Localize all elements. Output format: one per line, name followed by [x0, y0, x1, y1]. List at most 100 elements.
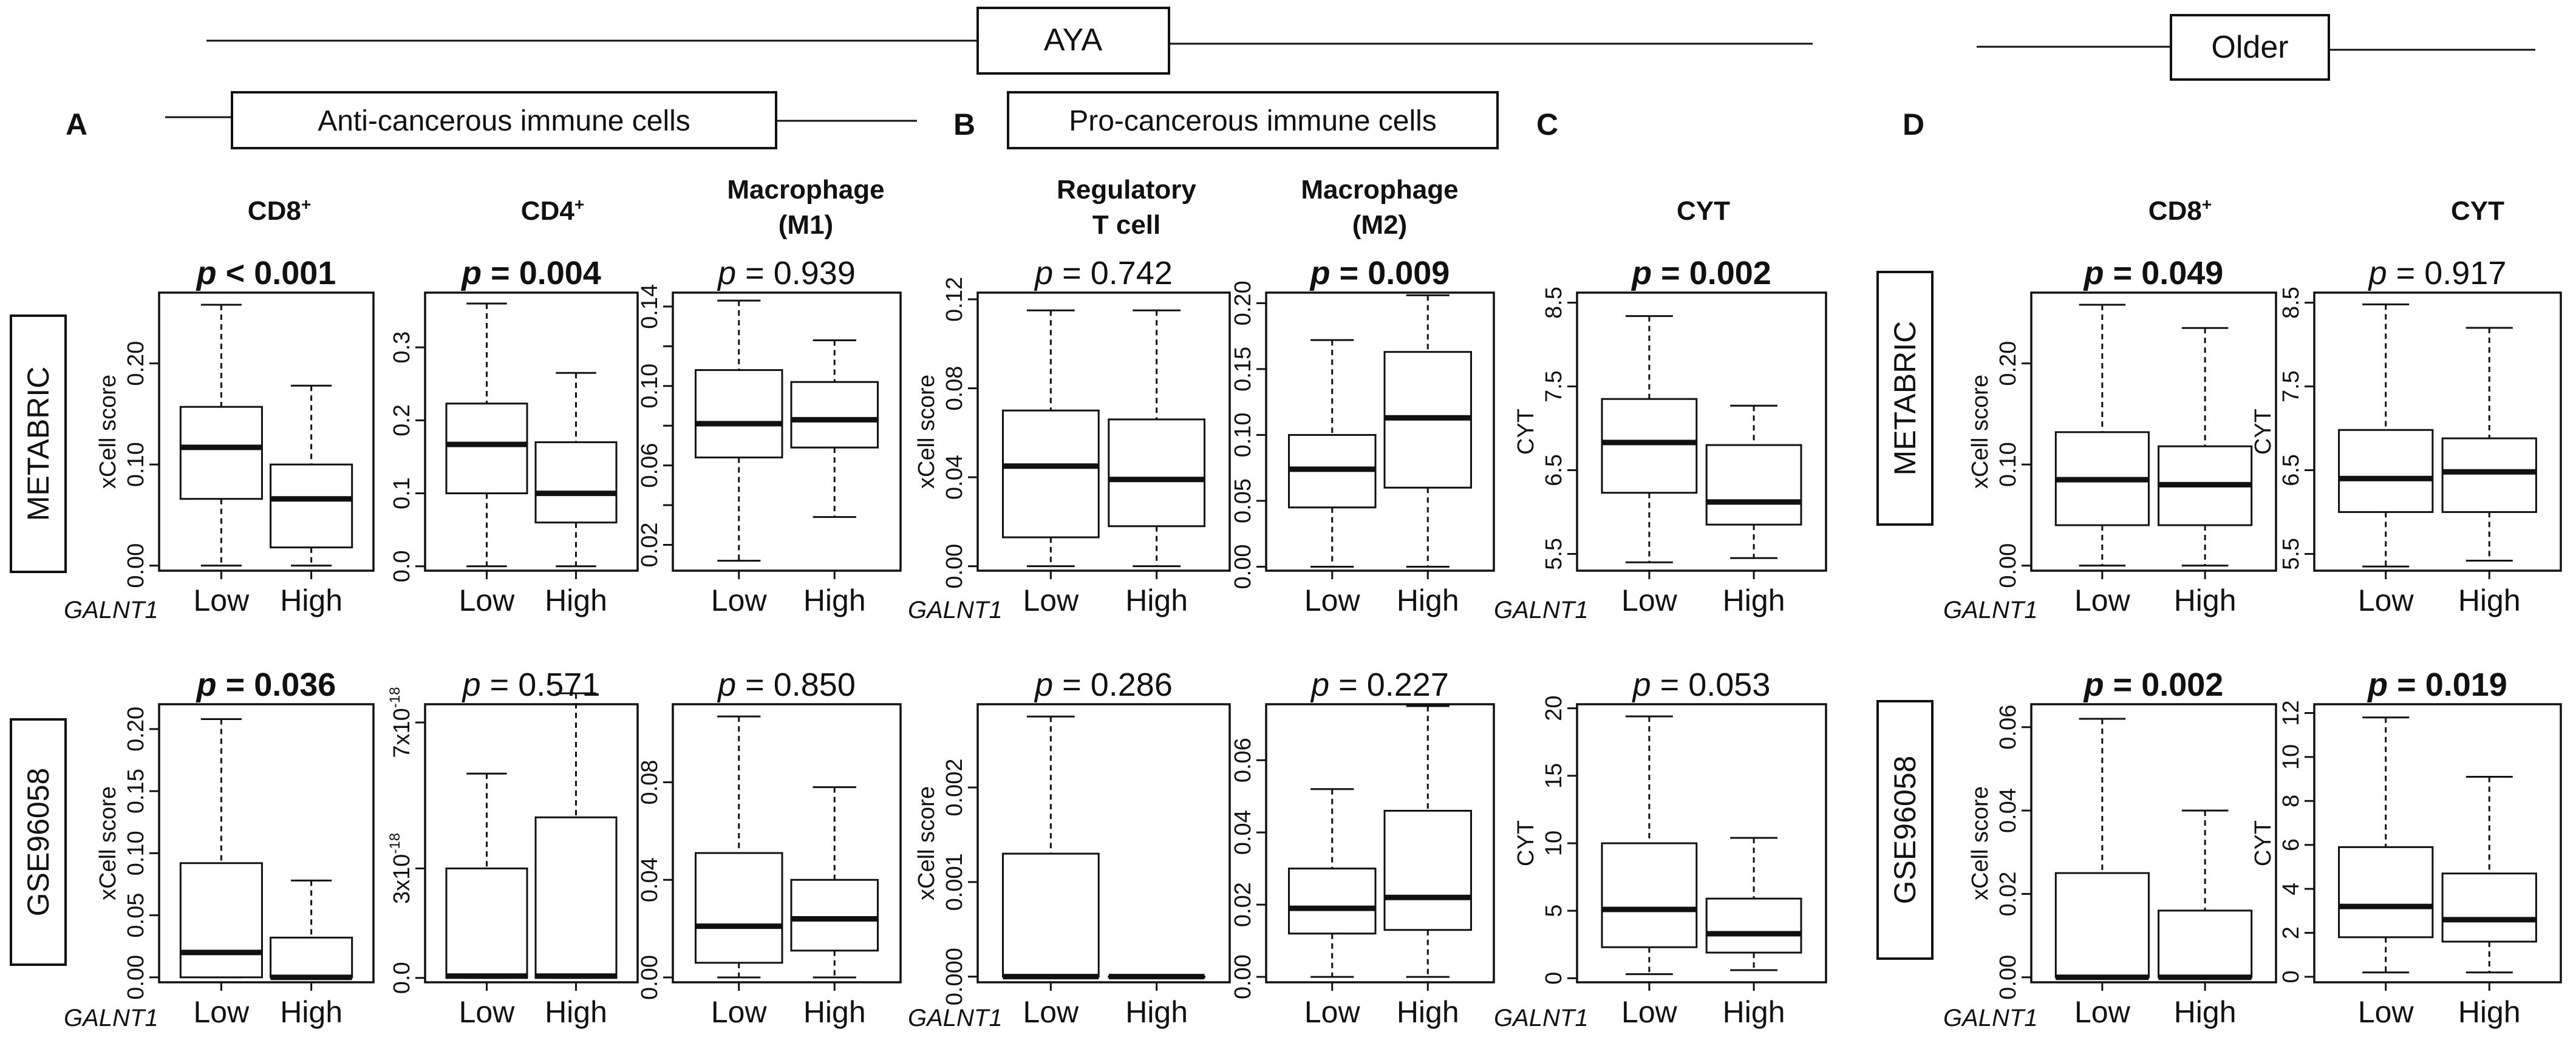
y-tick-label: 0.00: [1230, 545, 1256, 589]
y-tick-label: 2: [2278, 926, 2304, 939]
panel-frame: [1265, 291, 1495, 572]
y-tick-label: 8.5: [1541, 287, 1567, 319]
x-tick-label: High: [545, 995, 607, 1029]
gene-label-d-bottom: GALNT1: [1943, 1005, 2038, 1031]
y-tick-label: 6: [2278, 838, 2304, 851]
y-tick-label: 0.1: [389, 477, 415, 509]
x-tick-label: High: [1723, 583, 1785, 617]
box-high: [1108, 309, 1206, 568]
col-title-m2-line2: (M2): [1352, 210, 1407, 240]
x-tick-label: Low: [459, 583, 516, 617]
y-tick-label: 20: [1541, 696, 1567, 721]
box-iqr: [2441, 872, 2537, 943]
y-tick-label: 0.04: [1995, 788, 2021, 833]
panel-aya_gse_m2: p = 0.227 0.00 0.02 0.04 0.06 Low High: [1230, 667, 1495, 1029]
box-low: [2338, 303, 2434, 568]
y-tick-label: 0.06: [1230, 738, 1256, 783]
x-tick-label: High: [803, 583, 866, 617]
box-iqr: [2158, 909, 2253, 979]
box-low: [1601, 715, 1698, 976]
col-title-cd8-older: CD8+: [2148, 195, 2212, 226]
row-label-gse-older-text: GSE96058: [1888, 756, 1922, 905]
gene-label-a-bottom: GALNT1: [64, 1005, 158, 1031]
p-value-label: p = 0.850: [717, 667, 856, 703]
y-axis-label: xCell score: [1968, 786, 1993, 900]
panel-aya_metabric_cd4: p = 0.004 0.0 0.1 0.2 0.3 Low High: [389, 255, 639, 617]
y-tick-label: 0: [1541, 972, 1567, 985]
y-tick-label: 0.00: [1995, 543, 2021, 588]
box-low: [179, 718, 263, 979]
p-value-label: p = 0.009: [1309, 255, 1450, 291]
p-value-label: p = 0.286: [1034, 667, 1173, 703]
y-tick-label: 0.15: [123, 769, 149, 814]
box-high: [1383, 294, 1472, 568]
x-tick-label: High: [1397, 583, 1459, 617]
header-anti-box: [231, 91, 777, 149]
x-tick-label: Low: [2074, 583, 2131, 617]
row-label-gse-aya: GSE96058: [10, 718, 67, 966]
panel-frame: [976, 703, 1231, 984]
box-iqr: [270, 936, 353, 979]
box-iqr: [1108, 418, 1206, 528]
x-tick-label: High: [1723, 995, 1785, 1029]
x-tick-label: Low: [711, 583, 768, 617]
y-tick-label: 0.10: [1230, 412, 1256, 457]
y-tick-label: 0.00: [942, 544, 967, 589]
section-letter-d: D: [1903, 107, 1924, 141]
box-iqr: [790, 381, 879, 449]
col-title-m1-line1: Macrophage: [727, 175, 884, 205]
col-title-cd8-aya: CD8+: [248, 195, 311, 226]
header-aya-label: AYA: [1044, 22, 1103, 58]
box-high: [534, 692, 618, 979]
x-tick-label: Low: [711, 995, 768, 1029]
p-value-label: p = 0.571: [462, 667, 601, 703]
panel-aya_metabric_m1: p = 0.939 0.02 0.06 0.10 0.14 Low High: [637, 255, 902, 617]
y-tick-label: 0.00: [1230, 954, 1256, 999]
gene-label-b-bottom: GALNT1: [908, 1005, 1003, 1031]
y-tick-label: 3x10-18: [387, 833, 415, 904]
y-tick-label: 0.10: [123, 442, 149, 487]
box-iqr: [1705, 444, 1802, 526]
row-label-gse-aya-text: GSE96058: [21, 768, 55, 917]
y-tick-label: 0.02: [1230, 882, 1256, 927]
box-iqr: [179, 406, 263, 500]
header-aya-band: AYA: [206, 7, 1813, 75]
p-value-label: p = 0.917: [2368, 255, 2507, 291]
x-tick-label: High: [2458, 583, 2521, 617]
y-tick-label: 0: [2278, 970, 2304, 983]
panel-older_gse_cyt: p = 0.019 0 2 4 6 8 10 12 CYT Low High: [2251, 667, 2562, 1029]
y-tick-label: 0.00: [123, 955, 149, 1000]
y-tick-label: 0.02: [637, 522, 663, 567]
box-high: [270, 879, 353, 980]
box-iqr: [1601, 398, 1698, 494]
y-tick-label: 0.002: [942, 759, 967, 817]
header-anti-label: Anti-cancerous immune cells: [318, 105, 690, 137]
box-high: [1705, 404, 1802, 559]
box-low: [2338, 716, 2434, 974]
section-letter-c: C: [1536, 107, 1558, 141]
box-iqr: [1288, 868, 1377, 935]
row-label-metabric-aya-text: METABRIC: [21, 367, 55, 522]
header-pro-box: [1007, 91, 1499, 149]
y-tick-label: 0.0: [389, 550, 415, 582]
y-tick-label: 0.001: [942, 853, 967, 911]
box-iqr: [1002, 409, 1100, 538]
y-tick-label: 0.05: [1230, 478, 1256, 523]
row-label-gse-older: GSE96058: [1876, 700, 1934, 960]
box-iqr: [2054, 872, 2150, 979]
x-tick-label: High: [2174, 583, 2237, 617]
panel-frame: [976, 291, 1231, 572]
y-tick-label: 0.10: [1995, 442, 2021, 487]
y-tick-label: 0.05: [123, 893, 149, 938]
x-tick-label: High: [1125, 995, 1188, 1029]
p-value-label: p = 0.036: [196, 667, 336, 703]
y-tick-label: 5.5: [2278, 538, 2304, 570]
y-tick-label: 0.20: [1230, 280, 1256, 325]
box-iqr: [1383, 809, 1472, 931]
y-axis-label: xCell score: [95, 375, 121, 489]
gene-label-c-bottom: GALNT1: [1494, 1005, 1589, 1031]
panel-older_gse_cd8: p = 0.002 0.00 0.02 0.04 0.06 xCell score Low H…: [1968, 667, 2277, 1029]
x-tick-label: High: [1125, 583, 1188, 617]
